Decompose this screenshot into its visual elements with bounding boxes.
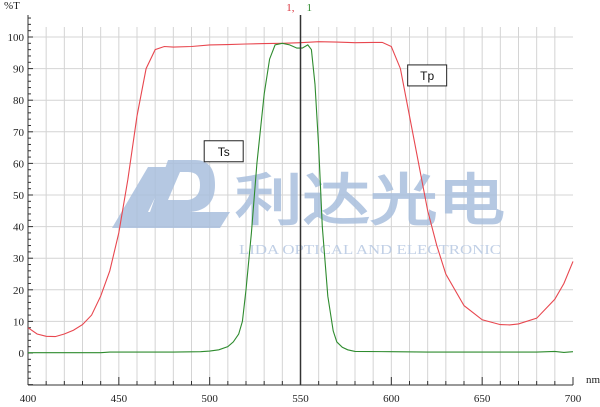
y-tick-label: 60 [13,158,25,170]
annotation-box [203,140,244,163]
series-line-green [28,42,574,354]
x-tick-label: 500 [201,393,218,405]
y-tick-label: 90 [13,64,25,76]
annotation-box [407,64,448,87]
annotations: Tp Ts [203,64,448,163]
y-tick-label: 30 [13,253,25,265]
annotation-label-tp: Tp [420,69,434,83]
cursor[interactable]: 1, 1 [286,2,312,385]
x-tick-label: 450 [111,393,128,405]
watermark-english-text: LIDA OPTICAL AND ELECTRONIC [239,243,501,258]
y-tick-label: 50 [13,190,25,202]
x-axis-label: nm [586,374,600,386]
watermark-logo: 利达光电 LIDA OPTICAL AND ELECTRONIC [112,160,505,258]
y-tick-label: 10 [13,316,25,328]
x-tick-label: 400 [20,393,37,405]
watermark-d-mark [150,160,215,212]
y-tick-label: 0 [19,348,25,360]
x-tick-label: 650 [474,393,491,405]
y-tick-label: 70 [13,127,25,139]
x-tick-label: 700 [565,393,582,405]
watermark-chinese-text: 利达光电 [235,169,505,234]
y-tick-label: 40 [13,222,25,234]
y-tick-label: 80 [13,95,25,107]
y-tick-label: 20 [13,285,25,297]
grid [28,27,573,385]
annotation-label-ts: Ts [218,145,230,159]
y-axis-label: %T [4,0,20,12]
x-tick-label: 600 [383,393,400,405]
cursor-label-green: 1 [307,2,313,14]
series-group [27,41,574,354]
watermark-ld-mark [112,167,230,228]
x-tick-label: 550 [292,393,309,405]
cursor-label-red: 1, [286,2,295,14]
y-tick-label: 100 [8,32,25,44]
